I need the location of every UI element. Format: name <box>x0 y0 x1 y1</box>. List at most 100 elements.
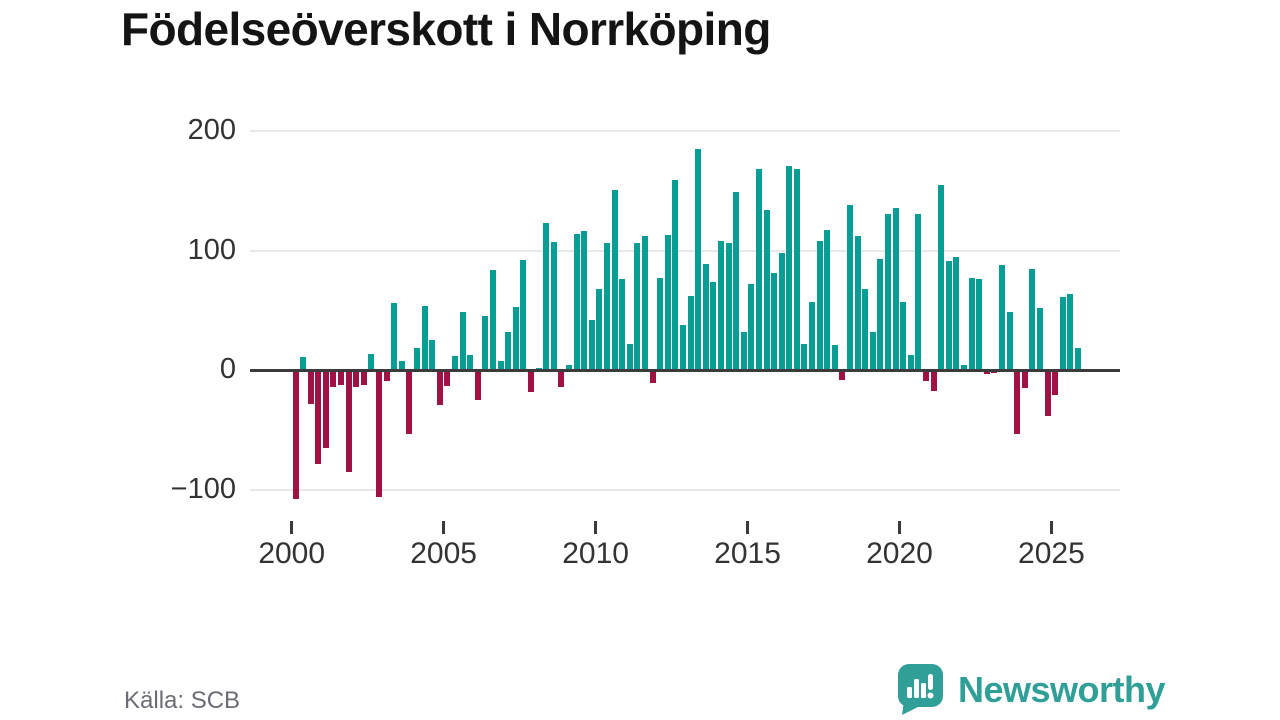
bar <box>558 370 565 387</box>
x-axis-tick <box>1049 521 1053 534</box>
source-caption: Källa: SCB <box>124 687 241 714</box>
bar <box>657 278 664 371</box>
bar <box>1037 308 1043 371</box>
bar <box>474 370 481 401</box>
bar <box>391 303 398 371</box>
bar <box>862 288 869 371</box>
bar <box>634 243 641 371</box>
x-axis-tick-label: 2025 <box>1018 537 1085 570</box>
bar <box>763 209 770 371</box>
bar <box>778 253 785 371</box>
bar <box>383 370 390 382</box>
bar <box>717 241 724 371</box>
bar <box>733 192 740 371</box>
bar <box>771 273 778 371</box>
x-axis-tick <box>594 521 598 534</box>
x-axis-tick-label: 2005 <box>410 537 477 570</box>
bar <box>490 269 497 371</box>
newsworthy-logo: Newsworthy <box>897 663 1166 716</box>
bar <box>816 241 823 371</box>
bar <box>702 263 709 371</box>
bar <box>1067 293 1074 371</box>
bar <box>710 281 717 371</box>
chart-title: Födelseöverskott i Norrköping <box>121 3 771 55</box>
bar <box>376 370 383 498</box>
bar <box>831 345 838 371</box>
gridline <box>250 488 1120 491</box>
bar <box>406 370 413 434</box>
bar <box>1074 347 1081 371</box>
bar <box>945 261 952 371</box>
bar <box>748 284 755 371</box>
bar <box>786 165 793 371</box>
bar <box>915 213 922 371</box>
bar <box>664 235 671 371</box>
bar <box>847 205 854 371</box>
bar <box>1014 370 1021 434</box>
bar <box>611 189 618 371</box>
bar <box>983 370 990 374</box>
bar <box>854 236 861 371</box>
x-axis-tick-label: 2010 <box>562 537 629 570</box>
bar <box>869 331 876 371</box>
bar <box>512 306 519 371</box>
bar <box>300 357 307 371</box>
y-axis-tick-label: 100 <box>187 233 236 266</box>
bar <box>649 370 656 384</box>
bar <box>961 365 968 371</box>
bar <box>976 279 983 371</box>
bar <box>338 370 345 385</box>
x-axis-tick-label: 2000 <box>258 537 326 570</box>
x-axis-tick <box>442 521 446 534</box>
bar <box>543 223 550 371</box>
gridline <box>250 249 1120 252</box>
bar <box>353 370 360 387</box>
bar <box>900 302 907 371</box>
y-axis-tick-label: 200 <box>187 113 236 146</box>
bar <box>482 316 489 371</box>
bar <box>923 370 930 382</box>
bar-chart-speech-bubble-icon <box>898 664 943 715</box>
bar <box>322 370 329 448</box>
gridline <box>250 130 1120 132</box>
x-axis-tick <box>746 521 750 534</box>
bar <box>907 354 914 371</box>
bar <box>930 370 937 391</box>
bar <box>953 256 960 371</box>
bar <box>1006 311 1013 371</box>
bar <box>292 370 299 500</box>
bar <box>505 331 512 371</box>
x-axis-tick <box>897 521 901 534</box>
bar <box>444 370 451 386</box>
bar <box>603 243 610 371</box>
bar <box>755 169 762 371</box>
bar <box>672 180 679 371</box>
bar <box>307 370 314 404</box>
bar <box>467 354 474 371</box>
bar <box>1059 297 1066 371</box>
bar <box>824 230 831 371</box>
bar <box>999 264 1006 371</box>
bar <box>801 343 808 371</box>
bar <box>550 242 557 371</box>
bar <box>497 360 504 371</box>
bar <box>581 231 588 371</box>
bar <box>641 236 648 371</box>
bar <box>588 320 595 371</box>
bar <box>740 331 747 371</box>
bar <box>360 370 367 385</box>
bar <box>695 148 702 371</box>
bar <box>839 370 846 380</box>
bar <box>528 370 534 392</box>
bar <box>619 279 626 371</box>
bar <box>520 260 527 371</box>
bar <box>725 243 732 371</box>
bar <box>330 370 337 387</box>
x-axis-tick-label: 2020 <box>866 537 933 570</box>
bar <box>565 365 572 371</box>
bar <box>679 324 686 371</box>
plot-area <box>250 130 1120 534</box>
bar <box>1052 370 1059 396</box>
bar <box>596 288 603 371</box>
y-axis-tick-label: −100 <box>170 472 236 505</box>
